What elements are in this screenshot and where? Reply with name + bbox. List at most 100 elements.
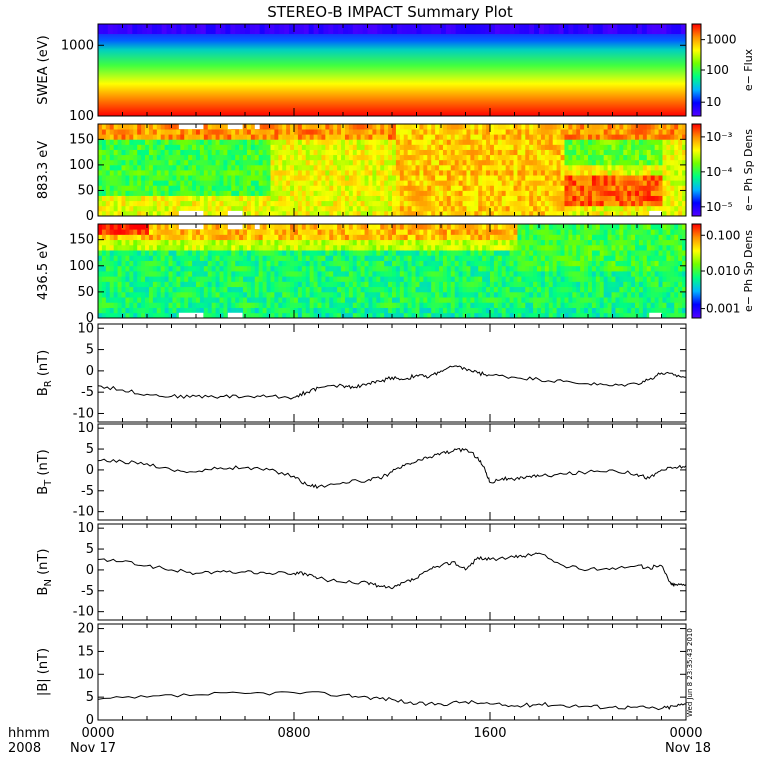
spectrogram-cell [638,170,644,176]
spectrogram-cell [591,134,597,140]
spectrogram-cell [678,210,683,217]
spectrogram-cell [337,190,342,196]
spectrogram-cell [388,239,393,246]
spectrogram-cell [595,185,601,191]
spectrogram-cell [517,260,522,267]
spectrogram-cell [133,271,138,277]
spectrogram-cell [129,276,134,282]
spectrogram-cell [580,175,585,181]
spectrogram-cell [478,134,483,140]
spectrogram-cell [376,286,381,293]
spectrogram-cell [141,139,146,145]
spectrogram-cell [156,164,162,171]
spectrogram-cell [258,170,264,176]
spectrogram-cell [529,139,534,145]
spectrogram-cell [529,144,534,150]
spectrogram-cell [141,144,146,150]
spectrogram-cell [423,250,428,256]
spectrogram-cell [654,200,659,207]
spectrogram-cell [364,144,369,150]
spectrogram-cell [290,265,295,272]
spectrogram-cell [556,129,561,135]
spectrogram-cell [113,255,118,261]
spectrogram-cell [595,175,601,181]
spectrogram-cell [439,159,444,166]
spectrogram-cell [121,200,126,207]
spectrogram-cell [439,170,444,176]
spectrogram-cell [172,255,177,261]
spectrogram-cell [297,271,303,277]
spectrogram-cell [439,265,444,272]
spectrogram-cell [372,185,377,191]
spectrogram-cell [576,185,581,191]
spectrogram-cell [439,271,444,277]
spectrogram-cell [141,276,146,282]
spectrogram-cell [156,312,162,319]
spectrogram-cell [294,312,299,319]
spectrogram-cell [493,210,499,217]
spectrogram-cell [490,175,495,181]
spectrogram-cell [588,154,593,161]
spectrogram-cell [227,129,232,135]
spectrogram-cell [493,281,499,288]
spectrogram-cell [419,210,424,217]
spectrogram-cell [388,244,393,251]
spectrogram-cell [435,312,440,319]
spectrogram-cell [196,234,201,241]
spectrogram-cell [419,205,424,212]
spectrogram-cell [441,24,447,34]
spectrogram-cell [337,159,342,166]
spectrogram-cell [357,24,364,34]
spectrogram-cell [482,180,487,186]
spectrogram-cell [321,170,326,176]
spectrogram-cell [399,276,405,282]
spectrogram-cell [478,276,483,282]
spectrogram-cell [627,200,632,207]
spectrogram-cell [505,210,510,217]
spectrogram-cell [152,129,158,135]
spectrogram-cell [113,312,118,319]
spectrogram-cell [274,149,279,156]
spectrogram-cell [270,144,275,150]
spectrogram-cell [591,124,597,130]
spectrogram-cell [164,250,169,256]
spectrogram-cell [125,200,130,207]
spectrogram-cell [152,205,158,212]
spectrogram-cell [474,175,479,181]
spectrogram-cell [478,164,483,171]
spectrogram-cell [192,239,197,246]
spectrogram-cell [290,124,295,130]
spectrogram-cell [490,286,495,293]
spectrogram-cell [619,149,624,156]
spectrogram-cell [533,185,538,191]
spectrogram-cell [333,271,338,277]
spectrogram-cell [360,144,365,150]
spectrogram-cell [395,312,401,319]
spectrogram-cell [246,291,252,298]
spectrogram-cell [368,190,373,196]
spectrogram-cell [584,154,589,161]
spectrogram-cell [599,149,605,156]
spectrogram-cell [411,205,416,212]
spectrogram-cell [450,200,456,207]
spectrogram-cell [168,255,173,261]
spectrogram-cell [682,154,687,161]
spectrogram-cell [662,195,667,202]
spectrogram-cell [333,24,339,34]
spectrogram-cell [466,205,471,212]
spectrogram-cell [113,265,118,272]
spectrogram-cell [309,260,314,267]
spectrogram-cell [588,180,593,186]
spectrogram-cell [591,159,597,166]
spectrogram-cell [403,144,409,150]
spectrogram-cell [348,224,354,230]
spectrogram-cell [427,244,432,251]
spectrogram-cell [152,195,158,202]
spectrogram-cell [325,170,330,176]
spectrogram-cell [199,234,205,241]
spectrogram-cell [423,244,428,251]
spectrogram-cell [278,185,283,191]
spectrogram-cell [631,134,636,140]
spectrogram-cell [254,281,260,288]
spectrogram-cell [112,24,119,34]
